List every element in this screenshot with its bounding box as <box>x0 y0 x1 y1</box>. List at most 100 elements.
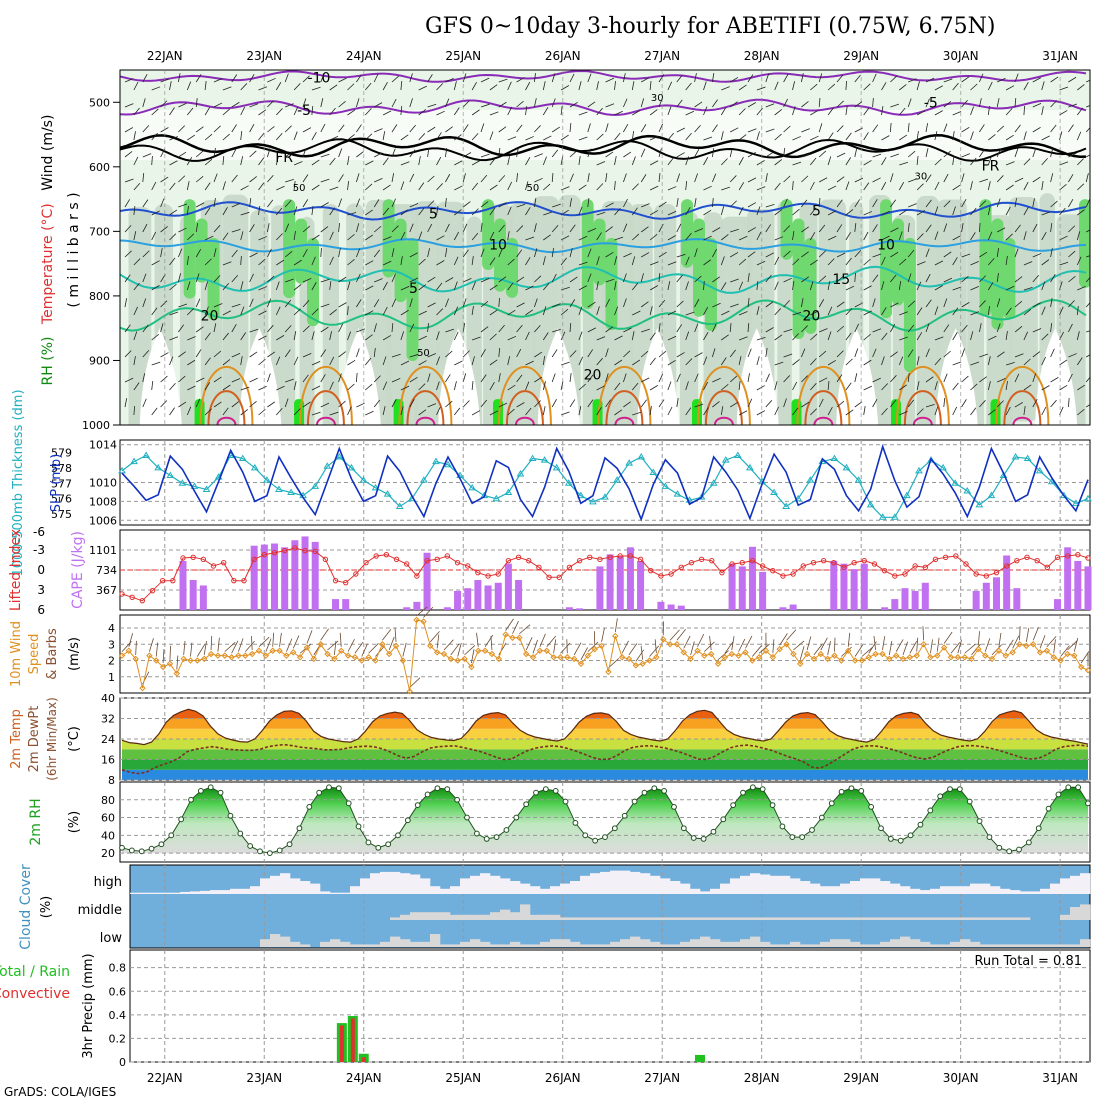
wind10m-point <box>776 645 783 653</box>
surface-isotherm <box>406 390 445 425</box>
wind-barb <box>400 106 403 116</box>
wind-barb <box>480 174 488 183</box>
wind-barb <box>721 310 730 316</box>
wind-barb <box>970 383 978 391</box>
tick-label-temp: 8 <box>108 774 115 787</box>
li-point <box>129 594 135 601</box>
wind-barb <box>462 350 470 358</box>
wind-barb <box>1059 261 1069 266</box>
tick-label-pressure: 800 <box>89 290 110 303</box>
wind-barb <box>329 157 336 166</box>
wind-barb <box>818 250 826 258</box>
wind-barb <box>854 223 857 233</box>
thickness-point <box>661 482 670 489</box>
surface-isotherm <box>1096 367 1100 425</box>
wind-barb <box>204 133 213 141</box>
cloud-bar-high <box>500 878 511 894</box>
wind-barb <box>480 201 489 208</box>
millibars-label: ( m i l l i b a r s ) <box>66 192 82 307</box>
wind-barb <box>124 377 134 383</box>
cape-bar <box>881 607 889 610</box>
wind-barb <box>792 106 796 116</box>
wind-barb <box>204 357 211 366</box>
wind-barb <box>133 81 139 91</box>
surface-isotherm <box>713 416 734 425</box>
wind10m-point <box>406 688 413 695</box>
wind10m-point <box>379 641 386 648</box>
surface-isotherm <box>415 416 436 425</box>
thickness-point <box>1023 454 1032 462</box>
wind-barb <box>284 125 292 133</box>
wind-barb <box>1076 231 1081 241</box>
wind-barb <box>1095 236 1100 240</box>
temp2m-label-4: (°C) <box>67 726 82 752</box>
wind-barb <box>454 209 462 216</box>
wind-barb <box>151 132 158 141</box>
rh2m-point <box>828 800 835 807</box>
rh2m-point <box>1075 784 1082 791</box>
wind10m-barb <box>724 641 734 654</box>
wind10m-point <box>173 670 181 677</box>
rh2m-point <box>444 786 451 793</box>
wind-barb <box>979 323 982 333</box>
cloud-bar-middle <box>480 914 491 920</box>
wind-barb <box>178 401 187 408</box>
cloud-bar-low <box>420 941 431 947</box>
wind10m-point <box>125 647 133 654</box>
wind-barb <box>729 349 736 358</box>
cloud-bar-low <box>290 941 301 947</box>
wind-barb <box>142 223 148 233</box>
wind-barb <box>658 251 667 258</box>
tick-label-thickness: 575 <box>51 508 72 521</box>
wind-barb <box>631 256 636 266</box>
wind-barb <box>712 401 720 408</box>
thickness-point <box>263 476 271 483</box>
wind-barb <box>142 298 147 308</box>
wind-barb <box>347 83 355 91</box>
wind-barb <box>756 385 765 391</box>
li-point <box>810 559 817 566</box>
wind-barb <box>222 86 232 91</box>
wind-barb <box>578 206 583 216</box>
wind-barb <box>792 407 799 416</box>
wind-barb <box>391 124 398 133</box>
wind-barb <box>1005 161 1015 166</box>
wind10m-barb <box>361 643 368 657</box>
tick-label-precip: 0.4 <box>109 1009 127 1022</box>
thickness-point <box>142 451 151 458</box>
cloud-bar-middle <box>600 917 611 920</box>
wind-barb <box>694 298 700 308</box>
li-point <box>1014 557 1020 564</box>
rh-moist-cell <box>693 218 706 317</box>
wind-barb <box>142 250 150 258</box>
wind-barb <box>694 73 697 83</box>
wind10m-barb <box>423 606 434 618</box>
thickness-point <box>842 463 851 471</box>
wind10m-point <box>913 652 920 659</box>
wind-barb <box>916 156 919 166</box>
wind-barb <box>124 324 131 333</box>
wind-barb <box>418 231 423 241</box>
cloud-bar-low <box>850 941 861 947</box>
cloud-bar-low <box>980 944 991 947</box>
wind-barb <box>133 107 140 116</box>
thickness-point <box>504 488 513 496</box>
surface-isotherm <box>704 390 743 425</box>
wind-barb <box>329 411 339 416</box>
wind-barb <box>338 351 346 358</box>
wind-barb <box>142 125 150 133</box>
cloud-bar-low <box>330 939 341 947</box>
wind-barb <box>1014 300 1023 308</box>
wind-barb <box>783 277 792 283</box>
wind-barb <box>801 128 810 133</box>
cloud-bar-high <box>250 886 261 894</box>
wind-barb <box>658 323 661 333</box>
wind-barb <box>267 324 274 333</box>
li-point <box>312 548 318 555</box>
contour-label: 10 <box>489 237 507 253</box>
cloud-bar-low <box>760 941 771 947</box>
cloud-bar-middle <box>630 917 641 920</box>
wind-barb <box>818 224 826 233</box>
wind-barb <box>1086 105 1090 108</box>
wind10m-barb <box>333 640 337 655</box>
